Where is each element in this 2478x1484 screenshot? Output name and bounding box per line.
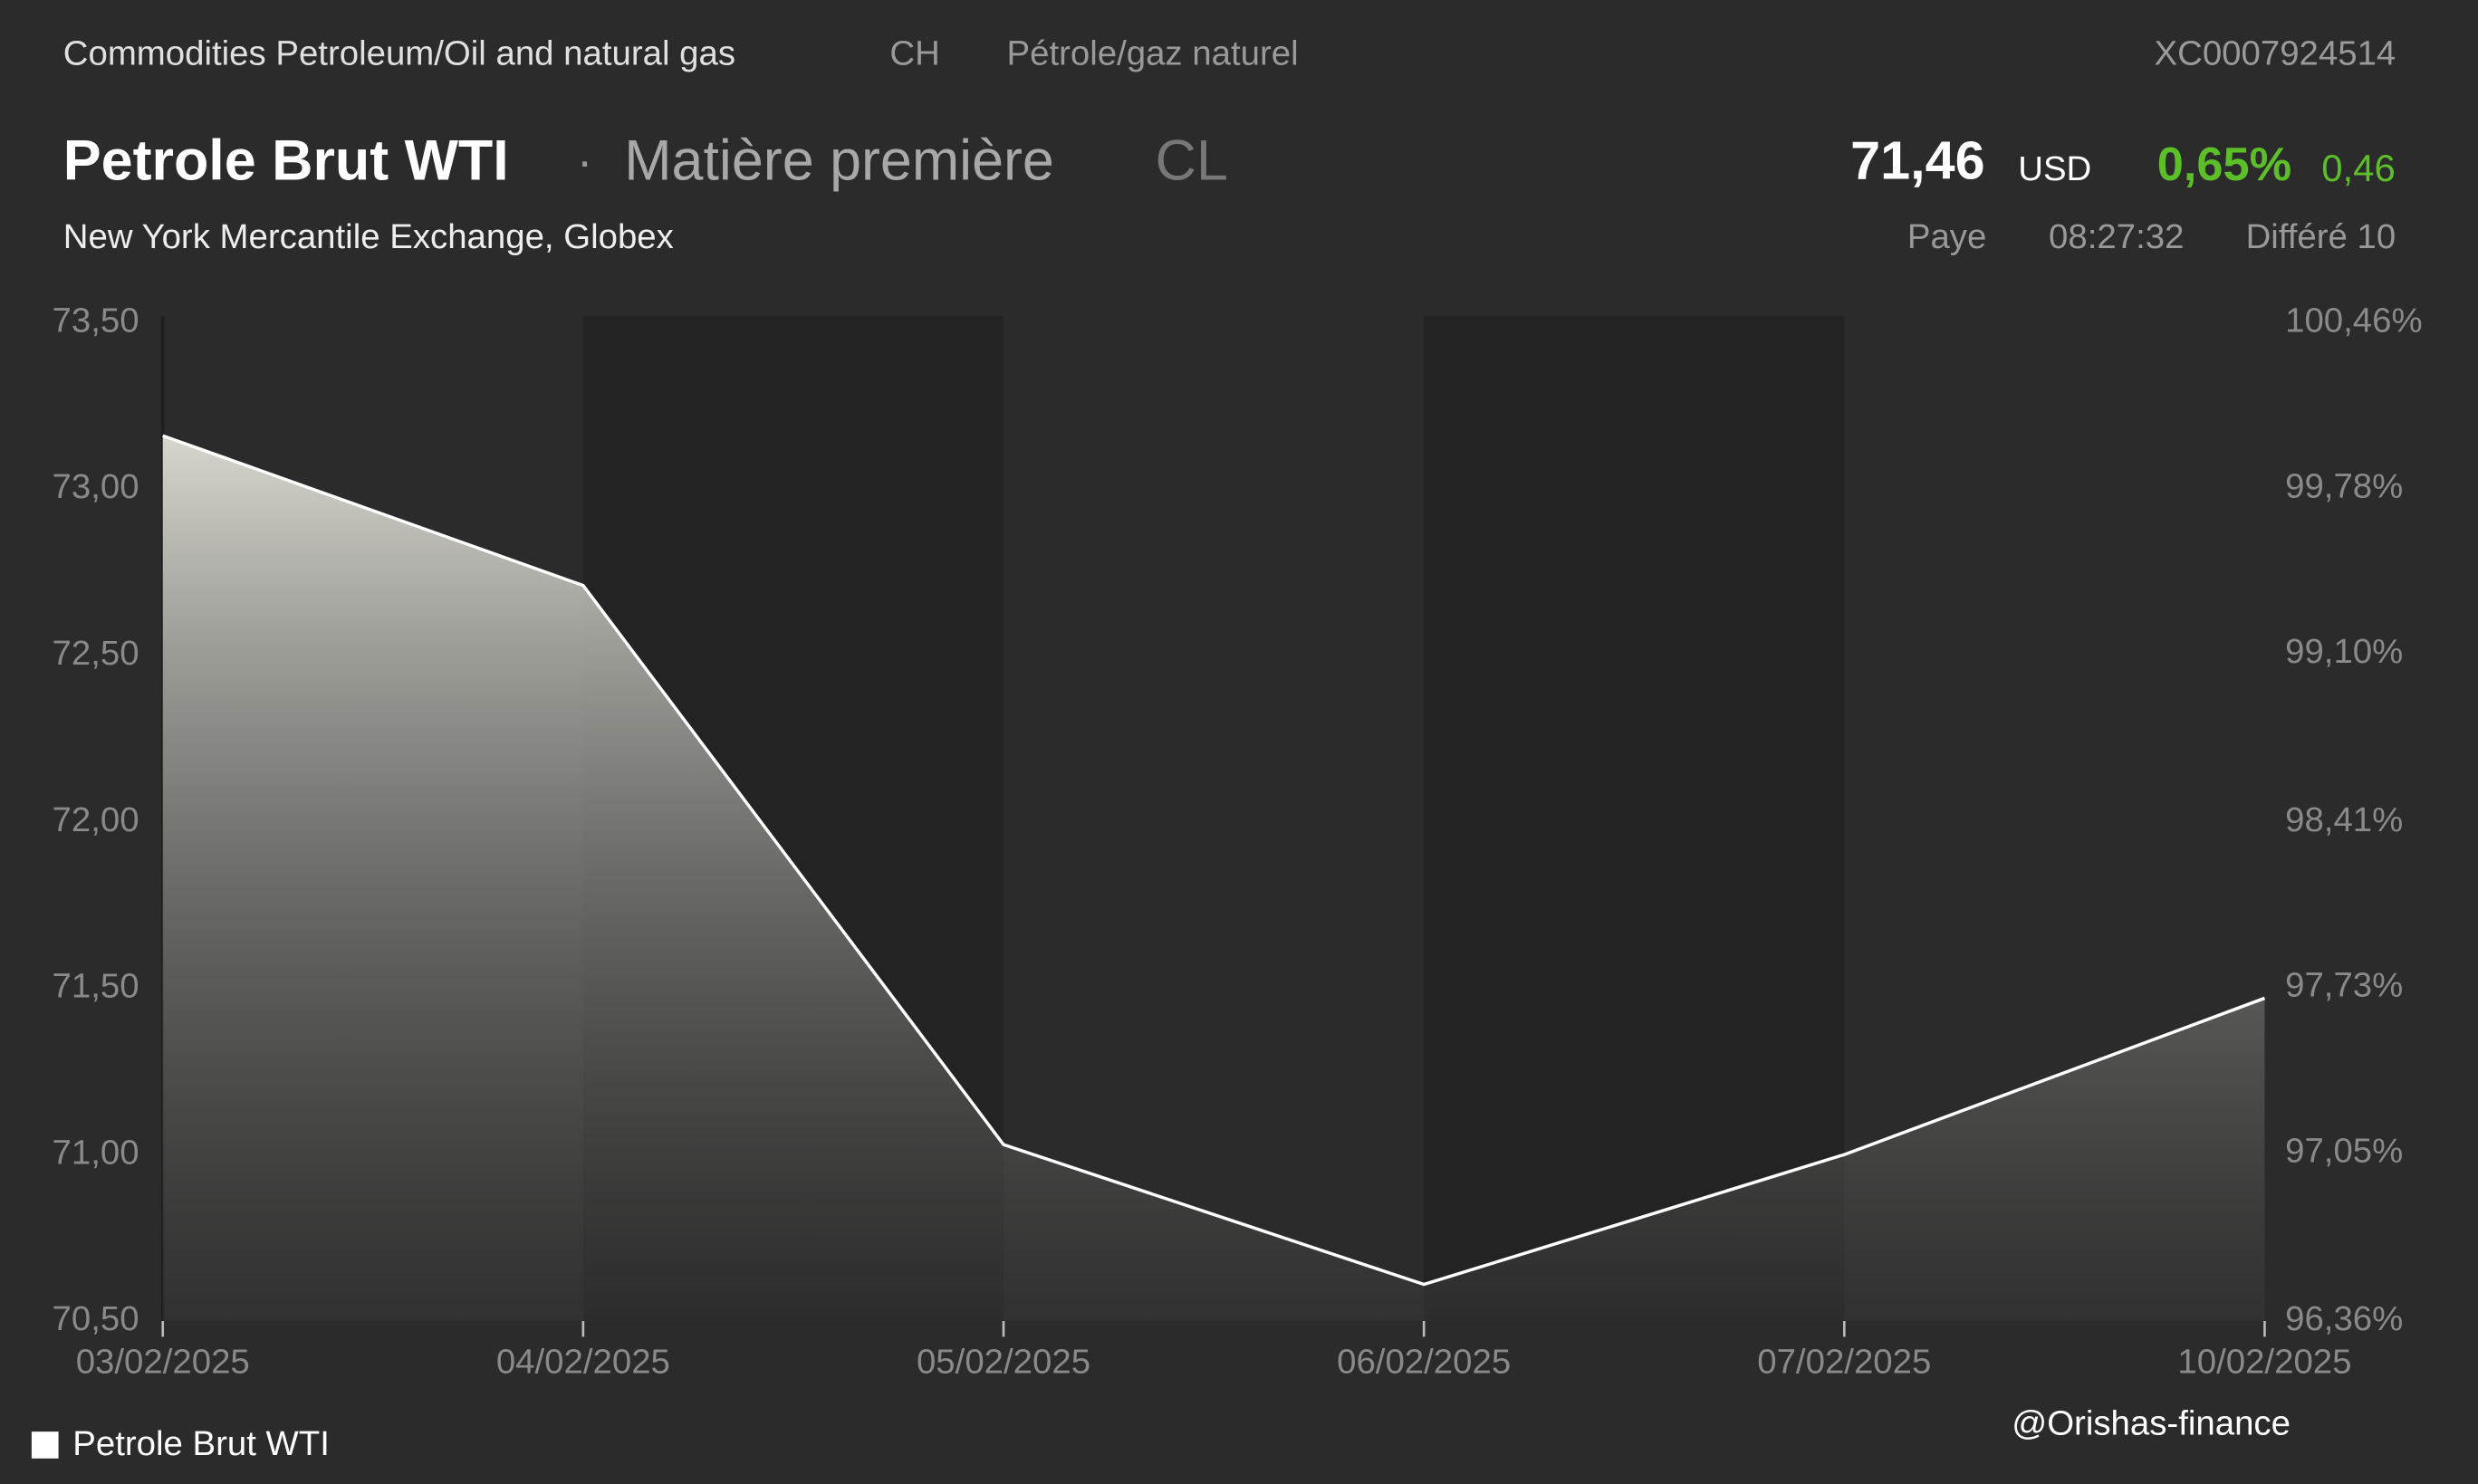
legend-label: Petrole Brut WTI bbox=[72, 1424, 330, 1463]
y2-tick-label: 100,46% bbox=[2285, 301, 2423, 340]
y-tick-label: 73,50 bbox=[53, 301, 139, 340]
country: CH bbox=[889, 34, 939, 72]
exchange: New York Mercantile Exchange, Globex bbox=[63, 217, 674, 256]
y-tick-label: 70,50 bbox=[53, 1299, 139, 1338]
x-tick-label: 10/02/2025 bbox=[2177, 1342, 2351, 1381]
x-tick-label: 04/02/2025 bbox=[496, 1342, 670, 1381]
y2-tick-label: 98,41% bbox=[2285, 800, 2403, 839]
subcategory: Pétrole/gaz naturel bbox=[1007, 34, 1299, 72]
legend-swatch bbox=[31, 1431, 59, 1459]
category: Commodities Petroleum/Oil and natural ga… bbox=[63, 34, 735, 72]
y-tick-label: 71,00 bbox=[53, 1133, 139, 1172]
y-tick-label: 72,00 bbox=[53, 800, 139, 839]
x-tick-label: 07/02/2025 bbox=[1757, 1342, 1931, 1381]
symbol: CL bbox=[1156, 129, 1228, 192]
x-tick-label: 06/02/2025 bbox=[1337, 1342, 1511, 1381]
x-tick-label: 05/02/2025 bbox=[917, 1342, 1090, 1381]
plot: 70,50 71,00 71,50 72,00 72,50 73,00 73,50 96,36… bbox=[31, 301, 2423, 1463]
time: 08:27:32 bbox=[2049, 217, 2184, 256]
band bbox=[1424, 316, 1845, 1322]
y2-tick-label: 99,10% bbox=[2285, 632, 2403, 671]
currency: USD bbox=[2018, 149, 2091, 188]
delay: Différé 10 bbox=[2246, 217, 2396, 256]
y2-tick-label: 97,73% bbox=[2285, 966, 2403, 1005]
y-tick-label: 72,50 bbox=[53, 634, 139, 673]
y-tick-label: 71,50 bbox=[53, 967, 139, 1006]
isin: XC0007924514 bbox=[2155, 34, 2396, 72]
y2-tick-label: 99,78% bbox=[2285, 466, 2403, 505]
y-tick-label: 73,00 bbox=[53, 467, 139, 506]
price: 71,46 bbox=[1850, 129, 1984, 190]
x-tick-label: 03/02/2025 bbox=[76, 1342, 250, 1381]
instrument-name: Petrole Brut WTI bbox=[63, 129, 509, 192]
watermark: @Orishas-finance bbox=[2012, 1403, 2291, 1442]
line bbox=[162, 434, 2266, 1287]
y2-tick-label: 96,36% bbox=[2285, 1299, 2403, 1338]
separator: · bbox=[577, 136, 592, 188]
change-percent: 0,65% bbox=[2157, 139, 2291, 191]
change: 0,46 bbox=[2321, 147, 2395, 189]
y2-tick-label: 97,05% bbox=[2285, 1132, 2403, 1171]
asset-type: Matière première bbox=[624, 129, 1054, 192]
status: Paye bbox=[1907, 217, 1986, 256]
area bbox=[162, 436, 2265, 1322]
